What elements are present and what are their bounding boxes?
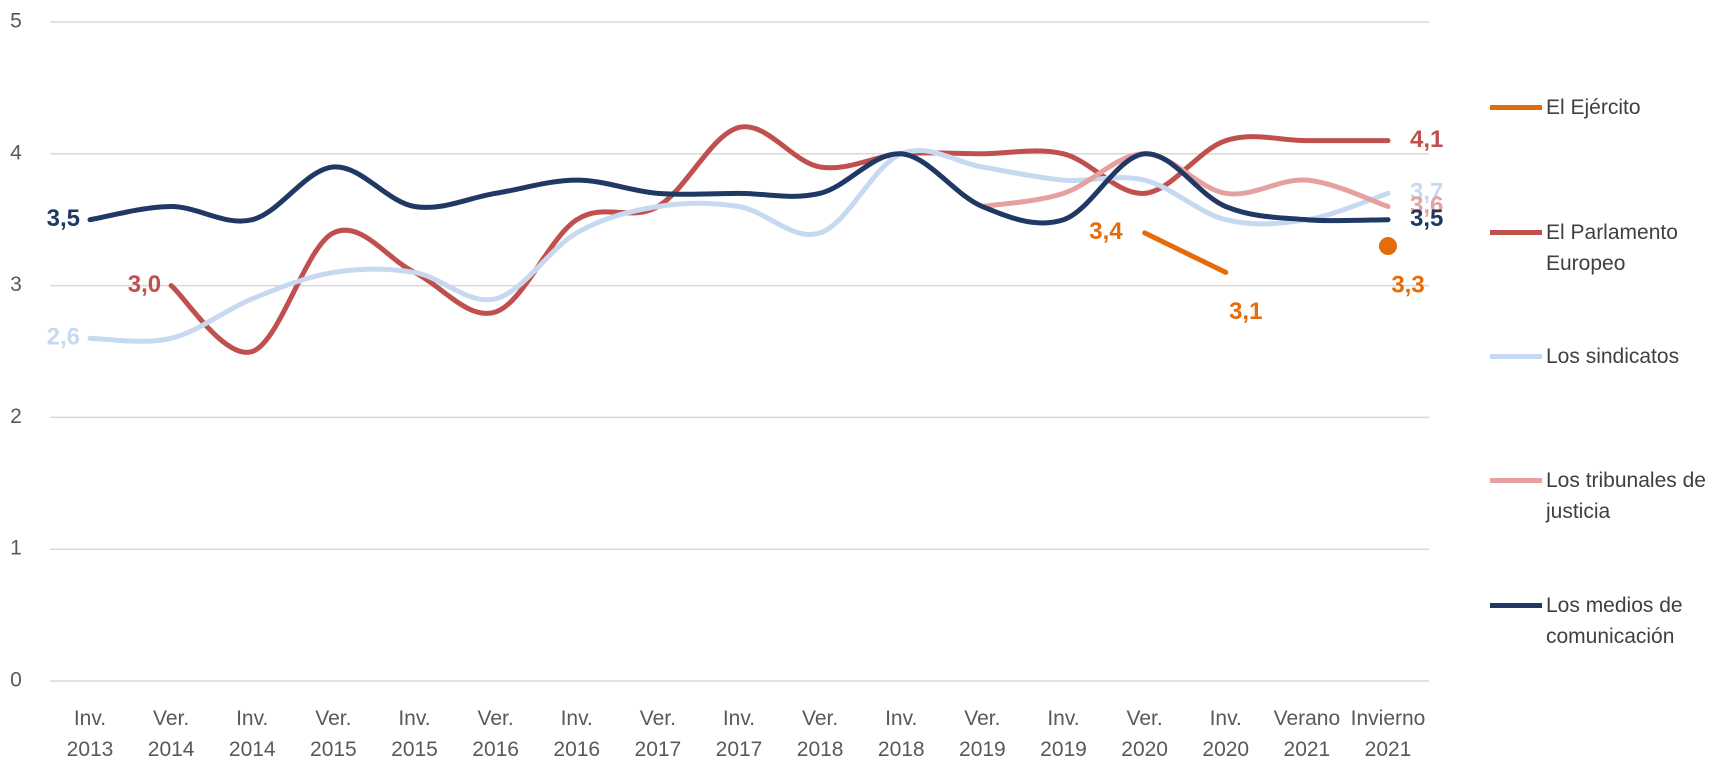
x-tick-label: Invierno 2021 xyxy=(1351,707,1426,757)
legend-item: Los sindicatos xyxy=(1490,341,1732,372)
series-line xyxy=(1142,230,1229,275)
x-tick-label: Ver. 2016 xyxy=(472,707,519,757)
y-tick-label: 1 xyxy=(10,537,22,560)
y-tick-label: 0 xyxy=(10,669,22,692)
legend-swatch xyxy=(1490,478,1542,483)
x-tick-label: Inv. 2015 xyxy=(391,707,438,757)
x-tick-label: Inv. 2017 xyxy=(716,707,763,757)
data-label: 3,0 xyxy=(128,271,161,298)
x-tick-label: Ver. 2015 xyxy=(310,707,357,757)
data-label: 3,3 xyxy=(1391,271,1424,298)
data-label: 3,5 xyxy=(47,205,80,232)
x-tick-label: Ver. 2019 xyxy=(959,707,1006,757)
legend-label: Los tribunales de justicia xyxy=(1546,469,1706,523)
x-tick-label: Inv. 2013 xyxy=(67,707,114,757)
legend-label: Los medios de comunicación xyxy=(1546,594,1683,648)
legend-item: Los medios de comunicación xyxy=(1490,590,1732,652)
data-label: 3,5 xyxy=(1410,205,1443,232)
y-tick-label: 4 xyxy=(10,141,22,164)
legend-item: El Parlamento Europeo xyxy=(1490,217,1732,279)
data-label: 3,7 xyxy=(1410,179,1443,206)
x-tick-label: Inv. 2020 xyxy=(1202,707,1249,757)
data-label: 2,6 xyxy=(47,324,80,351)
x-tick-label: Inv. 2016 xyxy=(553,707,600,757)
x-tick-label: Ver. 2017 xyxy=(635,707,682,757)
data-label: 4,1 xyxy=(1410,126,1443,153)
y-tick-label: 5 xyxy=(10,10,22,33)
legend-label: El Parlamento Europeo xyxy=(1546,221,1678,275)
legend-swatch xyxy=(1490,230,1542,235)
legend: El Ejército El Parlamento Europeo Los sind… xyxy=(1490,0,1734,757)
legend-item: Los tribunales de justicia xyxy=(1490,465,1732,527)
data-label: 3,1 xyxy=(1229,298,1262,325)
legend-label: Los sindicatos xyxy=(1546,345,1680,368)
x-tick-label: Ver. 2014 xyxy=(148,707,195,757)
data-label: 3,4 xyxy=(1089,218,1123,245)
legend-item: El Ejército xyxy=(1490,92,1732,123)
legend-swatch xyxy=(1490,105,1542,110)
x-tick-label: Verano 2021 xyxy=(1274,707,1341,757)
legend-swatch xyxy=(1490,354,1542,359)
x-tick-label: Ver. 2020 xyxy=(1121,707,1168,757)
y-tick-label: 3 xyxy=(10,273,22,296)
legend-swatch xyxy=(1490,603,1542,608)
point xyxy=(1379,237,1397,256)
y-tick-label: 2 xyxy=(10,405,22,428)
data-label: 3,6 xyxy=(1410,192,1443,219)
series-line xyxy=(87,147,1391,344)
x-tick-label: Inv. 2019 xyxy=(1040,707,1087,757)
x-tick-label: Inv. 2018 xyxy=(878,707,925,757)
x-tick-label: Ver. 2018 xyxy=(797,707,844,757)
legend-label: El Ejército xyxy=(1546,96,1641,119)
series-line xyxy=(87,151,1391,226)
x-tick-label: Inv. 2014 xyxy=(229,707,276,757)
series-line xyxy=(168,124,1391,355)
